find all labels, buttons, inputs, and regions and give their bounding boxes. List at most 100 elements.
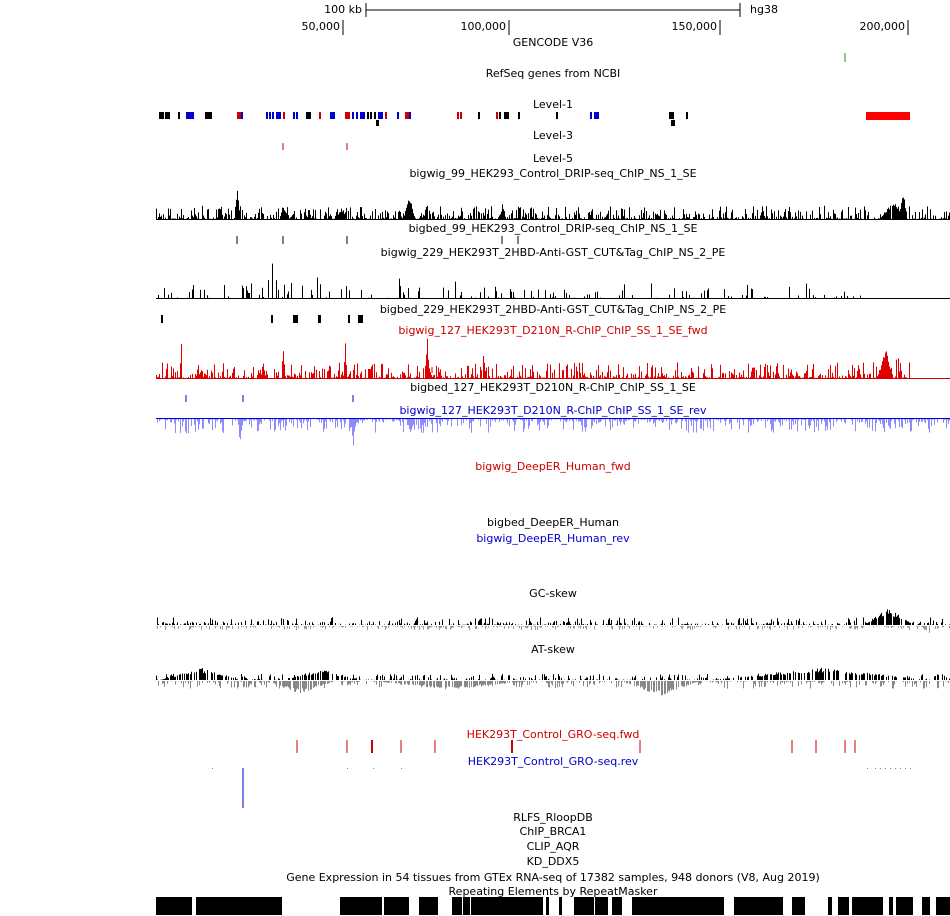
gro-rev-dot	[890, 768, 891, 769]
gc-skew-down	[156, 626, 950, 633]
track-label: bigbed_127_HEK293T_D210N_R-ChIP_ChIP_SS_…	[410, 381, 696, 394]
gene	[207, 112, 212, 119]
drip-signal	[156, 190, 950, 219]
track-label: CLIP_AQR	[527, 840, 580, 853]
gene	[352, 112, 354, 119]
gene	[556, 112, 558, 119]
track-label: bigbed_99_HEK293_Control_DRIP-seq_ChIP_N…	[409, 222, 698, 235]
gene	[590, 112, 592, 119]
track-label: GENCODE V36	[513, 36, 593, 49]
gene	[409, 112, 411, 119]
gene	[189, 112, 194, 119]
track-label: bigbed_DeepER_Human	[487, 516, 619, 529]
gene	[276, 112, 281, 119]
gene	[269, 112, 271, 119]
gene	[378, 112, 383, 119]
gene	[306, 112, 311, 119]
gro-rev-dot	[401, 768, 402, 769]
gene	[159, 112, 164, 119]
track-label: Level-5	[533, 152, 573, 165]
gene	[397, 112, 399, 119]
gene	[460, 112, 462, 119]
gro-rev-dot	[905, 768, 906, 769]
track-label: KD_DDX5	[527, 855, 580, 868]
gene	[237, 112, 242, 119]
track-label: HEK293T_Control_GRO-seq.fwd	[467, 728, 640, 741]
gene	[374, 112, 376, 119]
gene	[165, 112, 170, 119]
peak-call	[161, 315, 163, 323]
ruler-label: 50,000	[302, 20, 341, 33]
track-label: AT-skew	[531, 643, 575, 656]
track-label: bigwig_DeepER_Human_fwd	[475, 460, 630, 473]
gene	[266, 112, 268, 119]
scale-label: 100 kb	[324, 3, 362, 16]
at-skew-down	[157, 681, 950, 696]
gene	[457, 112, 459, 119]
gro-rev-dot	[895, 768, 896, 769]
gene	[504, 112, 509, 119]
gene	[518, 112, 520, 119]
gene	[360, 112, 365, 119]
ruler-label: 150,000	[672, 20, 718, 33]
gene	[272, 112, 274, 119]
rchip-rev-signal	[157, 419, 950, 446]
track-label: Gene Expression in 54 tissues from GTEx …	[286, 871, 820, 884]
track-label: bigwig_DeepER_Human_rev	[476, 532, 630, 545]
track-label: bigwig_99_HEK293_Control_DRIP-seq_ChIP_N…	[409, 167, 696, 180]
gene	[356, 112, 358, 119]
gene-block	[376, 120, 379, 126]
gene	[385, 112, 387, 119]
gene-block	[671, 120, 675, 126]
gro-rev-dot	[900, 768, 901, 769]
gene	[367, 112, 369, 119]
peak-call	[271, 315, 273, 323]
gene	[669, 112, 674, 119]
rchip-fwd-signal	[156, 338, 910, 378]
gene	[241, 112, 243, 119]
gene	[319, 112, 321, 119]
track-label: RLFS_RloopDB	[513, 811, 593, 824]
gene	[293, 112, 295, 119]
gro-rev-dot	[212, 768, 213, 769]
gro-rev-dot	[875, 768, 876, 769]
assembly: hg38	[750, 3, 778, 16]
gene	[370, 112, 372, 119]
gro-rev-dot	[880, 768, 881, 769]
gro-rev-dot	[373, 768, 374, 769]
ruler-label: 100,000	[461, 20, 507, 33]
gene	[478, 112, 480, 119]
gene	[499, 112, 501, 119]
gene	[283, 112, 285, 119]
gene	[330, 112, 335, 119]
at-skew-up	[156, 667, 950, 680]
ruler-label: 200,000	[860, 20, 906, 33]
peak-call	[318, 315, 321, 323]
gro-rev-dot	[347, 768, 348, 769]
gene	[178, 112, 180, 119]
gro-rev-dot	[910, 768, 911, 769]
gene	[186, 112, 191, 119]
track-label: bigwig_229_HEK293T_2HBD-Anti-GST_CUT&Tag…	[381, 246, 726, 259]
peak-call	[358, 315, 363, 323]
track-label: Level-3	[533, 129, 573, 142]
gene	[594, 112, 599, 119]
gc-skew-up	[156, 609, 950, 625]
gene	[496, 112, 498, 119]
gro-rev-dot	[867, 768, 868, 769]
track-label: bigwig_127_HEK293T_D210N_R-ChIP_ChIP_SS_…	[398, 324, 707, 337]
gene	[686, 112, 688, 119]
gene	[405, 112, 410, 119]
cuttag-signal	[158, 263, 863, 298]
track-label: ChIP_BRCA1	[520, 825, 587, 838]
track-label: Repeating Elements by RepeatMasker	[449, 885, 658, 898]
gene	[345, 112, 350, 119]
gene-arrow-block	[866, 112, 910, 120]
gene	[205, 112, 207, 119]
gro-rev-dot	[885, 768, 886, 769]
track-label: bigwig_127_HEK293T_D210N_R-ChIP_ChIP_SS_…	[399, 404, 707, 417]
track-label: bigbed_229_HEK293T_2HBD-Anti-GST_CUT&Tag…	[380, 303, 726, 316]
track-label: RefSeq genes from NCBI	[486, 67, 621, 80]
